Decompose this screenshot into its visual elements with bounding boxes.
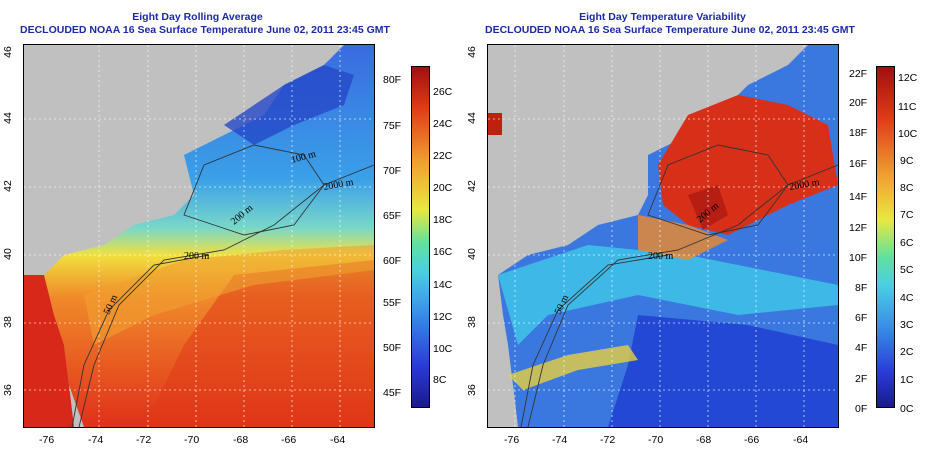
left-cbar-C-8: 10C xyxy=(433,343,453,355)
bathymetry-contours xyxy=(520,144,838,427)
right-cbar-F-8: 6F xyxy=(855,312,868,324)
right-cbar-C-10: 2C xyxy=(900,346,914,358)
right-cbar-F-3: 16F xyxy=(849,158,868,170)
left-cbar-F-5: 55F xyxy=(383,297,402,309)
right-colorbar xyxy=(876,66,895,408)
right-cbar-F-5: 12F xyxy=(849,222,868,234)
right-ytick-42: 42 xyxy=(465,180,478,192)
contour-label-2000m: 2000 m xyxy=(323,177,355,193)
right-cbar-C-4: 8C xyxy=(900,182,914,194)
right-ytick-44: 44 xyxy=(465,112,478,124)
left-cbar-F-3: 65F xyxy=(383,210,402,222)
grid-lines xyxy=(488,45,838,427)
left-cbar-C-9: 8C xyxy=(433,374,447,386)
left-colorbar xyxy=(411,66,430,408)
left-ytick-36: 36 xyxy=(1,384,14,396)
left-cbar-C-4: 18C xyxy=(433,214,453,226)
left-title-line2: DECLOUDED NOAA 16 Sea Surface Temperatur… xyxy=(20,24,390,36)
left-xtick--76: -76 xyxy=(39,434,55,446)
left-cbar-C-0: 26C xyxy=(433,86,453,98)
right-xtick--76: -76 xyxy=(504,434,520,446)
right-cbar-C-12: 0C xyxy=(900,403,914,415)
right-xtick--66: -66 xyxy=(744,434,760,446)
right-cbar-F-4: 14F xyxy=(849,191,868,203)
left-cbar-F-2: 70F xyxy=(383,165,402,177)
right-cbar-F-7: 8F xyxy=(855,282,868,294)
left-ytick-42: 42 xyxy=(1,180,14,192)
right-cbar-C-8: 4C xyxy=(900,292,914,304)
hotspot xyxy=(488,113,502,135)
right-xtick--64: -64 xyxy=(793,434,809,446)
right-cbar-F-1: 20F xyxy=(849,97,868,109)
left-xtick--72: -72 xyxy=(136,434,152,446)
right-xtick--70: -70 xyxy=(648,434,664,446)
right-cbar-C-0: 12C xyxy=(898,72,918,84)
left-ytick-40: 40 xyxy=(1,248,14,260)
grid-lines xyxy=(24,45,374,427)
right-xtick--68: -68 xyxy=(696,434,712,446)
right-cbar-C-5: 7C xyxy=(900,209,914,221)
right-title-line1: Eight Day Temperature Variability xyxy=(579,11,746,23)
right-ytick-38: 38 xyxy=(465,316,478,328)
right-cbar-F-9: 4F xyxy=(855,342,868,354)
right-cbar-C-1: 11C xyxy=(898,101,917,113)
right-cbar-F-11: 0F xyxy=(855,403,868,415)
left-cbar-F-1: 75F xyxy=(383,120,402,132)
right-variability-map: 50 m 200 m 200 m 2000 m xyxy=(487,44,839,428)
right-cbar-C-6: 6C xyxy=(900,237,914,249)
right-cbar-C-3: 9C xyxy=(900,155,914,167)
left-xtick--68: -68 xyxy=(233,434,249,446)
right-title-line2: DECLOUDED NOAA 16 Sea Surface Temperatur… xyxy=(485,24,855,36)
right-cbar-C-7: 5C xyxy=(900,264,914,276)
left-cbar-C-7: 12C xyxy=(433,311,453,323)
left-ytick-46: 46 xyxy=(1,46,14,58)
left-cbar-F-6: 50F xyxy=(383,342,402,354)
left-cbar-F-7: 45F xyxy=(383,387,402,399)
right-cbar-C-11: 1C xyxy=(900,374,914,386)
left-xtick--70: -70 xyxy=(184,434,200,446)
contour-label-200m: 200 m xyxy=(184,251,210,262)
left-cbar-C-5: 16C xyxy=(433,246,453,258)
left-xtick--74: -74 xyxy=(88,434,104,446)
left-cbar-C-1: 24C xyxy=(433,118,453,130)
left-xtick--64: -64 xyxy=(330,434,346,446)
right-ytick-40: 40 xyxy=(465,248,478,260)
left-ytick-38: 38 xyxy=(1,316,14,328)
left-cbar-C-2: 22C xyxy=(433,150,453,162)
right-xtick--74: -74 xyxy=(552,434,568,446)
left-xtick--66: -66 xyxy=(281,434,297,446)
right-cbar-C-9: 3C xyxy=(900,319,914,331)
left-cbar-C-6: 14C xyxy=(433,279,453,291)
contour-label-2000m: 2000 m xyxy=(789,177,821,193)
right-ytick-36: 36 xyxy=(465,384,478,396)
right-xtick--72: -72 xyxy=(600,434,616,446)
left-cbar-C-3: 20C xyxy=(433,182,453,194)
bathymetry-contours xyxy=(71,144,374,427)
left-ytick-44: 44 xyxy=(1,112,14,124)
right-cbar-F-0: 22F xyxy=(849,68,868,80)
right-ytick-46: 46 xyxy=(465,46,478,58)
left-title-line1: Eight Day Rolling Average xyxy=(132,11,263,23)
right-cbar-F-2: 18F xyxy=(849,127,868,139)
right-cbar-C-2: 10C xyxy=(898,128,918,140)
contour-label-200m: 200 m xyxy=(648,251,674,262)
left-sst-map: 50 m 200 m 200 m 2000 m 100 m xyxy=(23,44,375,428)
right-cbar-F-6: 10F xyxy=(849,252,868,264)
left-cbar-F-0: 80F xyxy=(383,74,402,86)
left-cbar-F-4: 60F xyxy=(383,255,402,267)
right-cbar-F-10: 2F xyxy=(855,373,868,385)
